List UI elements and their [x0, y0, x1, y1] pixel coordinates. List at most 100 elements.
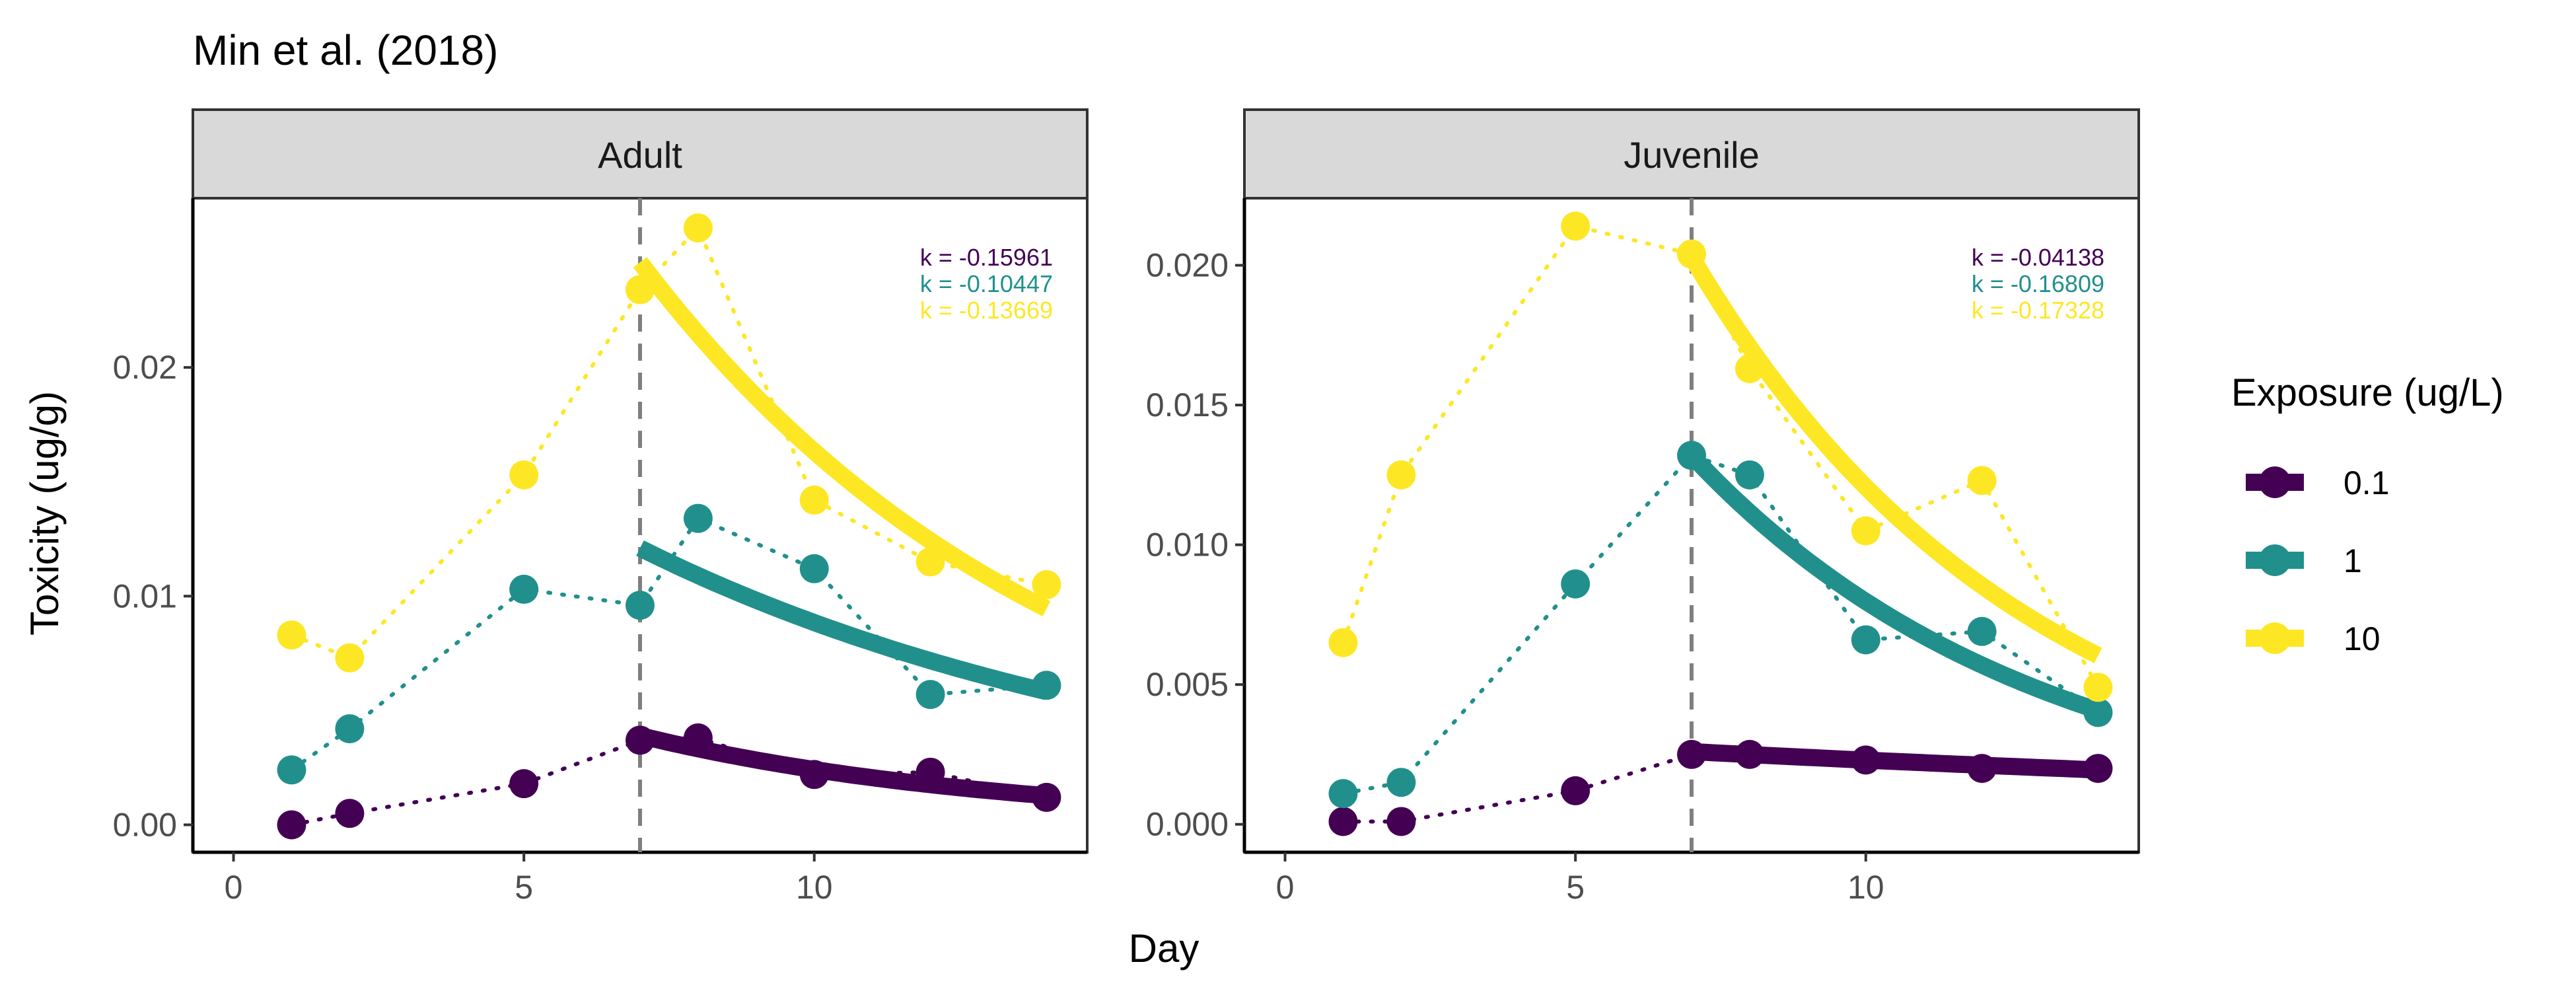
- strip-label-adult: Adult: [598, 134, 682, 176]
- x-tick-label-juvenile: 5: [1566, 869, 1585, 906]
- series-adult-0_1: [277, 723, 1061, 840]
- data-point: [509, 769, 539, 799]
- k-annotation-juvenile: k = -0.16809: [1972, 270, 2104, 297]
- chart-title: Min et al. (2018): [193, 26, 498, 74]
- y-tick-label-juvenile: 0.015: [1146, 386, 1229, 423]
- series-juvenile-10: [1328, 211, 2113, 702]
- k-annotation-adult: k = -0.15961: [920, 244, 1053, 271]
- data-point: [1677, 239, 1706, 269]
- series-fit-curve: [1685, 449, 2101, 719]
- data-point: [1561, 569, 1591, 599]
- legend-item-10: 10: [2246, 620, 2380, 657]
- legend-label: 10: [2343, 620, 2380, 657]
- panel-juvenile: Juvenile 0 5 10 0.000 0.005 0.010 0.015 0.020 k =…: [1146, 108, 2140, 906]
- k-annotation-adult: k = -0.13669: [920, 297, 1053, 324]
- legend-item-1: 1: [2246, 542, 2362, 579]
- data-point: [277, 620, 306, 650]
- data-point: [335, 643, 365, 673]
- y-tick-label-adult: 0.01: [113, 577, 177, 614]
- data-point: [1967, 616, 1997, 646]
- data-point: [2083, 754, 2113, 784]
- strip-juvenile: [1243, 108, 2140, 200]
- data-point: [509, 574, 539, 604]
- k-annotation-adult: k = -0.10447: [920, 270, 1053, 297]
- series-fit-curve: [633, 257, 1051, 616]
- y-tick-label-juvenile: 0.000: [1146, 806, 1229, 843]
- data-point: [2083, 673, 2113, 702]
- data-point: [1735, 354, 1764, 384]
- data-point: [915, 680, 945, 710]
- data-point: [799, 554, 829, 583]
- x-axis-title: Day: [1129, 926, 1199, 971]
- y-axis-title: Toxicity (ug/g): [22, 391, 67, 636]
- data-point: [1735, 460, 1764, 490]
- y-tick-label-juvenile: 0.005: [1146, 666, 1229, 703]
- data-point: [1328, 628, 1358, 657]
- data-point: [335, 714, 365, 744]
- legend-key-point: [2259, 544, 2291, 576]
- data-point: [1735, 739, 1764, 769]
- data-point: [915, 757, 945, 787]
- data-point: [1032, 671, 1061, 700]
- data-point: [683, 503, 713, 533]
- data-point: [509, 460, 539, 490]
- legend-item-0_1: 0.1: [2246, 464, 2390, 501]
- x-tick-label-juvenile: 10: [1847, 869, 1884, 906]
- data-point: [683, 723, 713, 752]
- series-juvenile-0_1: [1328, 739, 2113, 836]
- data-point: [1561, 776, 1591, 805]
- data-point: [1032, 782, 1061, 812]
- data-point: [1677, 739, 1706, 769]
- data-point: [335, 799, 365, 828]
- data-point: [1386, 768, 1416, 797]
- data-point: [915, 547, 945, 577]
- data-point: [683, 213, 713, 242]
- y-tick-label-adult: 0.02: [113, 349, 177, 386]
- data-point: [1967, 466, 1997, 495]
- legend-key-point: [2259, 622, 2291, 654]
- strip-label-juvenile: Juvenile: [1624, 134, 1759, 176]
- y-tick-label-juvenile: 0.010: [1146, 527, 1229, 564]
- k-annotation-juvenile: k = -0.17328: [1972, 297, 2104, 324]
- legend-key-point: [2259, 466, 2291, 498]
- data-point: [1967, 754, 1997, 784]
- x-tick-label-adult: 0: [225, 869, 243, 906]
- data-point: [1328, 779, 1358, 809]
- data-point: [626, 591, 655, 620]
- k-annotation-juvenile: k = -0.04138: [1972, 244, 2104, 271]
- data-point: [1851, 625, 1880, 655]
- data-point: [1851, 745, 1880, 775]
- x-tick-label-adult: 10: [796, 869, 833, 906]
- data-point: [1851, 516, 1880, 546]
- data-point: [1386, 460, 1416, 490]
- legend-label: 1: [2343, 542, 2362, 579]
- data-point: [799, 485, 829, 515]
- series-dotted-line: [1341, 453, 2100, 796]
- data-point: [626, 275, 655, 305]
- data-point: [277, 810, 306, 840]
- data-point: [2083, 698, 2113, 727]
- strip-adult: [192, 108, 1089, 200]
- data-point: [277, 755, 306, 785]
- data-point: [1032, 570, 1061, 599]
- series-adult-10: [277, 213, 1061, 673]
- x-tick-label-juvenile: 0: [1276, 869, 1295, 906]
- data-point: [1561, 211, 1591, 241]
- legend: Exposure (ug/L) 0.1 1 10: [2231, 371, 2504, 657]
- legend-title: Exposure (ug/L): [2231, 371, 2504, 414]
- series-adult-1: [277, 503, 1061, 785]
- x-tick-label-adult: 5: [515, 869, 533, 906]
- data-point: [1328, 807, 1358, 836]
- series-fit-curve: [637, 727, 1048, 805]
- series-juvenile-1: [1328, 441, 2113, 809]
- y-tick-label-adult: 0.00: [113, 806, 177, 843]
- y-tick-label-juvenile: 0.020: [1146, 247, 1229, 284]
- legend-label: 0.1: [2343, 464, 2390, 501]
- data-point: [626, 725, 655, 755]
- data-point: [1386, 807, 1416, 836]
- series-fit-curve: [636, 540, 1049, 700]
- data-point: [1677, 441, 1706, 470]
